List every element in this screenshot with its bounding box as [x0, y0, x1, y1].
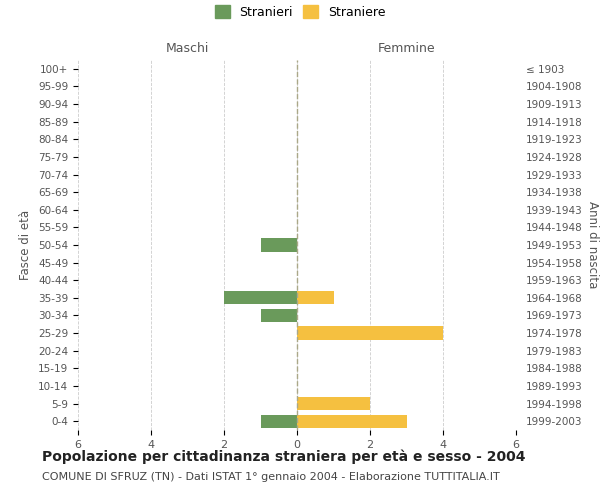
Bar: [260, 414, 297, 428]
Bar: [224, 291, 297, 304]
Bar: [260, 238, 297, 252]
Bar: [260, 309, 297, 322]
Y-axis label: Fasce di età: Fasce di età: [19, 210, 32, 280]
Bar: [297, 414, 407, 428]
Bar: [297, 326, 443, 340]
Bar: [297, 291, 334, 304]
Bar: [297, 397, 370, 410]
Text: Popolazione per cittadinanza straniera per età e sesso - 2004: Popolazione per cittadinanza straniera p…: [42, 450, 526, 464]
Text: COMUNE DI SFRUZ (TN) - Dati ISTAT 1° gennaio 2004 - Elaborazione TUTTITALIA.IT: COMUNE DI SFRUZ (TN) - Dati ISTAT 1° gen…: [42, 472, 500, 482]
Y-axis label: Anni di nascita: Anni di nascita: [586, 202, 599, 288]
Legend: Stranieri, Straniere: Stranieri, Straniere: [211, 1, 389, 22]
